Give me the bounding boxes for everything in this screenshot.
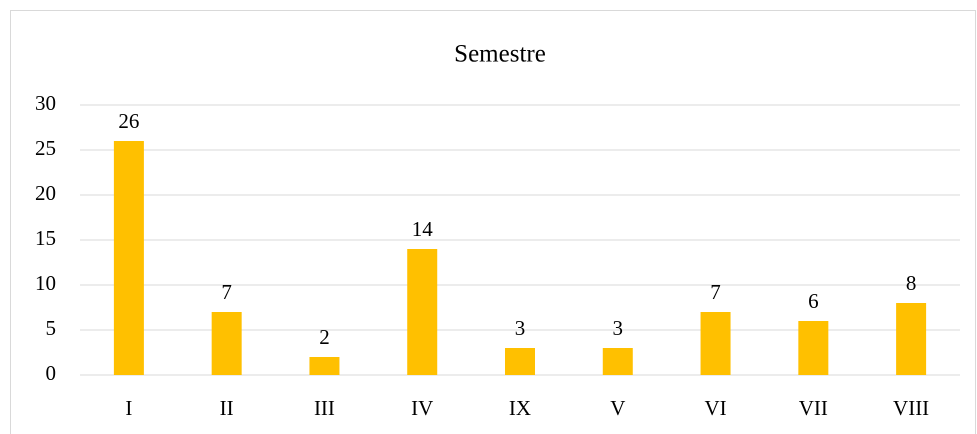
bar [798, 321, 829, 375]
y-tick-label: 10 [35, 271, 56, 295]
data-label: 3 [613, 316, 624, 340]
data-label: 26 [118, 109, 139, 133]
data-label: 8 [906, 271, 917, 295]
y-tick-label: 20 [35, 181, 56, 205]
data-label: 2 [319, 325, 330, 349]
bar [407, 249, 438, 375]
x-tick-label: I [125, 396, 132, 420]
x-tick-label: III [314, 396, 335, 420]
chart-frame [10, 10, 976, 434]
y-tick-label: 15 [35, 226, 56, 250]
y-tick-label: 30 [35, 91, 56, 115]
data-label: 7 [221, 280, 232, 304]
bar [211, 312, 242, 375]
bar [309, 357, 340, 375]
bar [602, 348, 633, 375]
data-label: 7 [710, 280, 721, 304]
x-tick-label: VII [799, 396, 828, 420]
data-label: 6 [808, 289, 819, 313]
bar [896, 303, 927, 375]
y-tick-label: 0 [46, 361, 57, 385]
y-tick-label: 5 [46, 316, 57, 340]
x-tick-label: V [610, 396, 625, 420]
data-label: 14 [412, 217, 434, 241]
x-tick-label: IV [411, 396, 433, 420]
bar [700, 312, 731, 375]
x-tick-label: VIII [893, 396, 929, 420]
x-tick-label: IX [509, 396, 531, 420]
y-tick-label: 25 [35, 136, 56, 160]
bar [505, 348, 535, 375]
data-label: 3 [515, 316, 526, 340]
chart-title: Semestre [454, 41, 546, 68]
x-tick-label: II [220, 396, 234, 420]
bar [113, 141, 144, 375]
x-tick-label: VI [704, 396, 726, 420]
